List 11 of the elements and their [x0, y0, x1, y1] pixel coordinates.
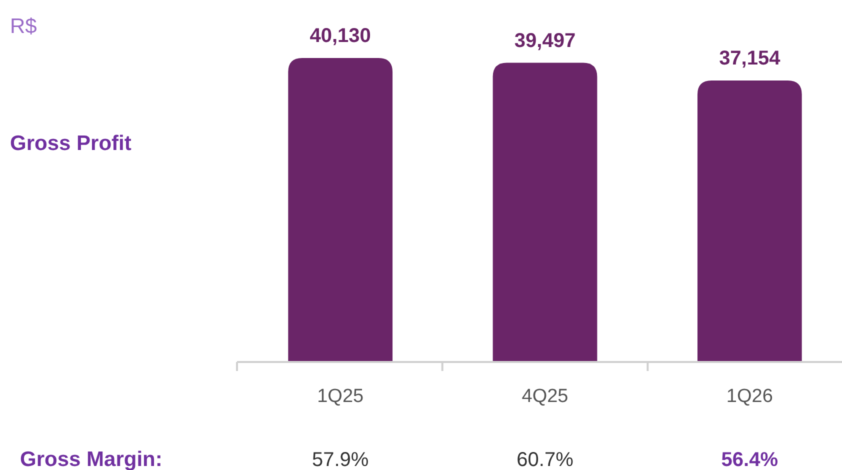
data-label: 40,130 — [310, 25, 371, 47]
text: 57.9% — [312, 449, 369, 470]
text: Gross Profit — [10, 132, 132, 155]
x-tick-label: 4Q25 — [522, 386, 568, 407]
data-label: 37,154 — [719, 48, 782, 70]
x-tick-label: 1Q25 — [317, 386, 364, 407]
x-tick-label: 1Q26 — [726, 386, 773, 407]
text: 56.4% — [721, 449, 778, 470]
text: R$ — [10, 15, 38, 38]
data-label: 39,497 — [514, 30, 576, 52]
text: 60.7% — [516, 449, 574, 470]
